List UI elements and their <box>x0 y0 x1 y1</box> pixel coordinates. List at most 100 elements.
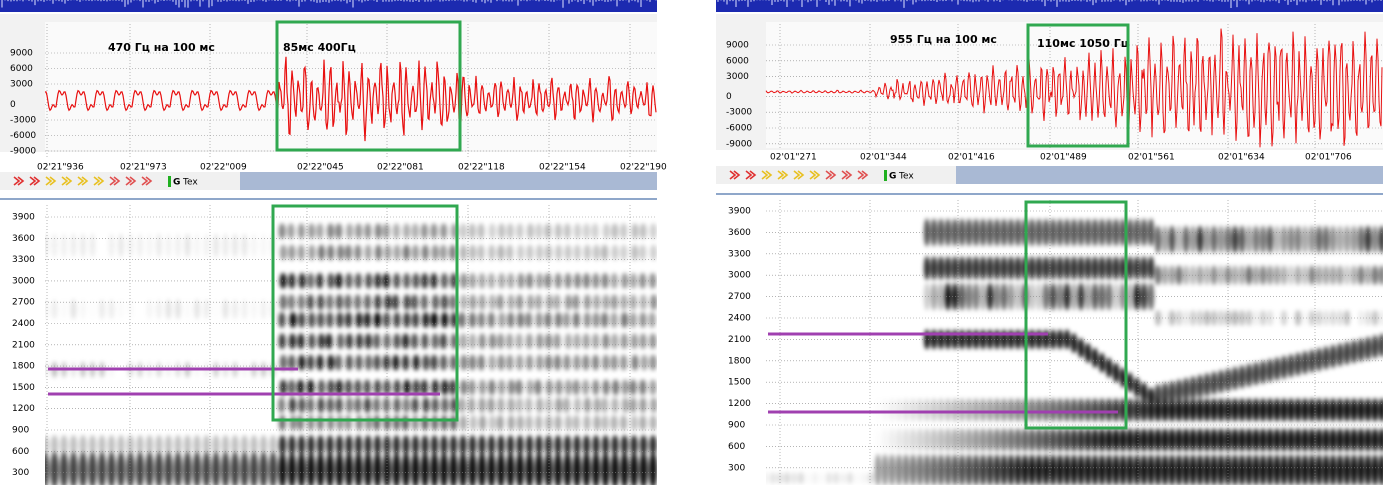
energy <box>1323 265 1329 285</box>
energy <box>945 398 951 422</box>
energy <box>1036 428 1042 452</box>
energy <box>1043 256 1049 280</box>
energy <box>1358 428 1364 452</box>
amplitude-label: -9000 <box>726 139 752 149</box>
energy <box>649 312 656 328</box>
energy <box>875 398 881 422</box>
energy <box>1008 256 1014 280</box>
energy <box>924 218 930 246</box>
energy <box>1365 310 1371 326</box>
energy <box>1316 428 1322 452</box>
energy <box>611 223 618 239</box>
energy <box>80 299 86 319</box>
energy <box>374 312 381 328</box>
energy <box>498 223 505 239</box>
energy <box>1176 428 1182 452</box>
energy <box>460 333 467 349</box>
energy <box>1295 352 1301 376</box>
toolbar-label[interactable]: Tex <box>898 172 914 182</box>
screenshot: 9000600030000-3000-6000-900002'21"93602'… <box>0 0 1383 485</box>
energy <box>1302 265 1308 285</box>
energy <box>232 233 238 257</box>
energy <box>307 355 314 371</box>
energy <box>527 223 534 239</box>
energy <box>1204 226 1210 254</box>
energy <box>1309 454 1315 485</box>
energy <box>393 312 400 328</box>
energy <box>336 435 343 455</box>
amplitude-label: 0 <box>10 100 16 110</box>
energy <box>80 233 86 257</box>
energy <box>184 435 191 455</box>
energy <box>952 454 958 485</box>
energy <box>536 312 543 328</box>
energy <box>526 355 533 371</box>
energy <box>478 312 485 328</box>
energy <box>583 273 590 289</box>
energy <box>317 397 324 413</box>
energy <box>1113 428 1119 452</box>
energy <box>1232 226 1238 254</box>
energy <box>412 312 419 328</box>
energy <box>460 273 467 289</box>
energy <box>959 428 965 452</box>
energy <box>1281 428 1287 452</box>
energy <box>308 333 315 349</box>
energy <box>288 223 295 239</box>
energy <box>582 355 589 371</box>
energy <box>994 256 1000 280</box>
energy <box>592 223 599 239</box>
toolbar-fill <box>240 172 657 190</box>
frequency-label: 1500 <box>12 383 35 393</box>
energy <box>412 223 419 239</box>
energy <box>1239 265 1245 285</box>
energy <box>987 454 993 485</box>
energy <box>1113 454 1119 485</box>
energy <box>1309 428 1315 452</box>
energy <box>1092 454 1098 485</box>
energy <box>1169 381 1175 405</box>
energy <box>279 435 286 455</box>
energy <box>1239 398 1245 422</box>
energy <box>1211 428 1217 452</box>
energy <box>1078 338 1084 358</box>
energy <box>1316 348 1322 372</box>
toolbar-label[interactable]: G <box>889 172 896 182</box>
energy <box>470 415 477 431</box>
energy <box>298 312 305 328</box>
energy <box>365 333 372 349</box>
energy <box>812 472 818 484</box>
energy <box>1071 428 1077 452</box>
energy <box>601 397 608 413</box>
energy <box>307 415 314 431</box>
energy <box>308 223 315 239</box>
energy <box>469 312 476 328</box>
energy <box>952 428 958 452</box>
energy <box>987 428 993 452</box>
amplitude-label: 9000 <box>10 49 33 59</box>
energy <box>489 223 496 239</box>
energy <box>966 256 972 280</box>
energy <box>1302 351 1308 375</box>
energy <box>805 472 811 484</box>
frequency-label: 300 <box>728 463 745 473</box>
energy <box>1050 218 1056 246</box>
energy <box>478 245 485 261</box>
energy <box>1078 428 1084 452</box>
energy <box>573 355 580 371</box>
energy <box>1092 348 1098 368</box>
energy <box>298 333 305 349</box>
toolbar-label[interactable]: Tex <box>182 178 198 188</box>
energy <box>1050 398 1056 422</box>
energy <box>1015 454 1021 485</box>
energy <box>1190 376 1196 400</box>
energy <box>875 428 881 452</box>
toolbar-label[interactable]: G <box>173 178 180 188</box>
energy <box>432 245 439 261</box>
energy <box>1295 226 1301 254</box>
energy <box>1239 365 1245 389</box>
energy <box>392 355 399 371</box>
energy <box>631 435 638 455</box>
energy <box>1127 256 1133 280</box>
energy <box>469 223 476 239</box>
